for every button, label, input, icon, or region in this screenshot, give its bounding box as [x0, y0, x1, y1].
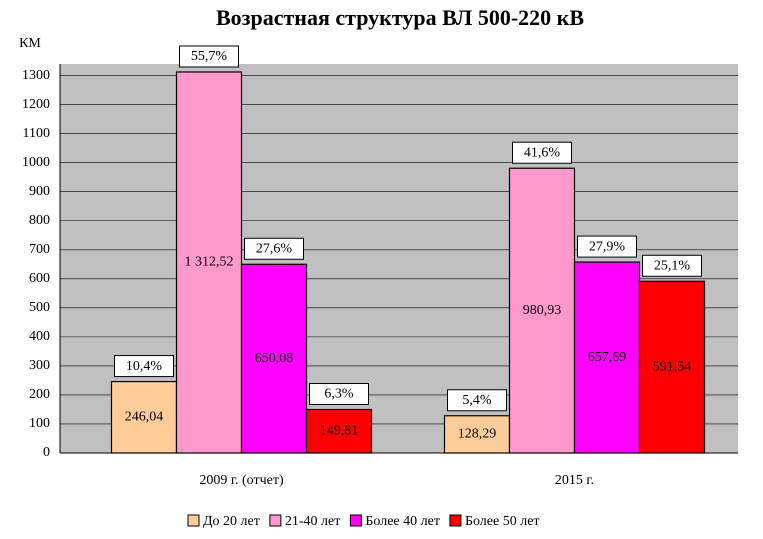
legend-swatch	[349, 514, 362, 527]
percent-label: 6,3%	[324, 387, 354, 402]
value-label: 246,04	[125, 410, 164, 425]
y-tick-label: 1300	[22, 68, 50, 83]
y-tick-label: 0	[43, 445, 50, 460]
y-tick-label: 1200	[22, 97, 50, 112]
value-label: 980,93	[523, 303, 562, 318]
percent-label: 10,4%	[126, 359, 163, 374]
y-tick-label: 600	[29, 271, 50, 286]
percent-box	[114, 355, 174, 378]
percent-label: 25,1%	[654, 258, 691, 273]
percent-box	[179, 45, 239, 68]
value-label: 591,54	[653, 359, 692, 374]
percent-label: 41,6%	[524, 145, 561, 160]
percent-label: 27,9%	[589, 239, 626, 254]
legend-label: До 20 лет	[203, 514, 260, 529]
x-tick-label: 2009 г. (отчет)	[199, 473, 284, 488]
bar	[240, 263, 308, 454]
y-tick-label: 900	[29, 184, 50, 199]
legend-label: Более 40 лет	[365, 514, 440, 529]
y-tick-label: 200	[29, 387, 50, 402]
legend-label: 21-40 лет	[285, 514, 340, 529]
y-tick-label: 300	[29, 358, 50, 373]
y-tick-label: 500	[29, 300, 50, 315]
chart-title: Возрастная структура ВЛ 500-220 кВ	[216, 5, 584, 30]
percent-label: 55,7%	[191, 49, 228, 64]
percent-box	[642, 254, 702, 277]
value-label: 128,29	[458, 427, 497, 442]
legend-swatch	[187, 514, 200, 527]
percent-box	[447, 389, 507, 412]
percent-label: 5,4%	[462, 393, 492, 408]
y-tick-label: 1000	[22, 155, 50, 170]
y-tick-label: 800	[29, 213, 50, 228]
bar	[443, 415, 511, 454]
y-tick-label: 1100	[23, 126, 50, 141]
y-tick-label: 700	[29, 242, 50, 257]
x-tick-label: 2015 г.	[555, 473, 594, 488]
legend-swatch	[449, 514, 462, 527]
percent-box	[244, 237, 304, 260]
bar	[508, 167, 576, 454]
value-label: 149,81	[320, 423, 359, 438]
percent-label: 27,6%	[256, 242, 293, 257]
percent-box	[577, 235, 637, 258]
y-axis-label: КМ	[19, 36, 41, 51]
legend-swatch	[269, 514, 282, 527]
bar	[175, 71, 243, 454]
value-label: 650,08	[255, 351, 294, 366]
value-label: 657,69	[588, 350, 627, 365]
value-label: 1 312,52	[185, 255, 234, 270]
bar	[110, 380, 178, 454]
percent-box	[309, 383, 369, 406]
y-tick-label: 400	[29, 329, 50, 344]
bar	[573, 261, 641, 454]
bar	[305, 408, 373, 454]
percent-box	[512, 141, 572, 164]
bar	[638, 280, 706, 454]
legend-label: Более 50 лет	[465, 514, 540, 529]
y-tick-label: 100	[29, 416, 50, 431]
